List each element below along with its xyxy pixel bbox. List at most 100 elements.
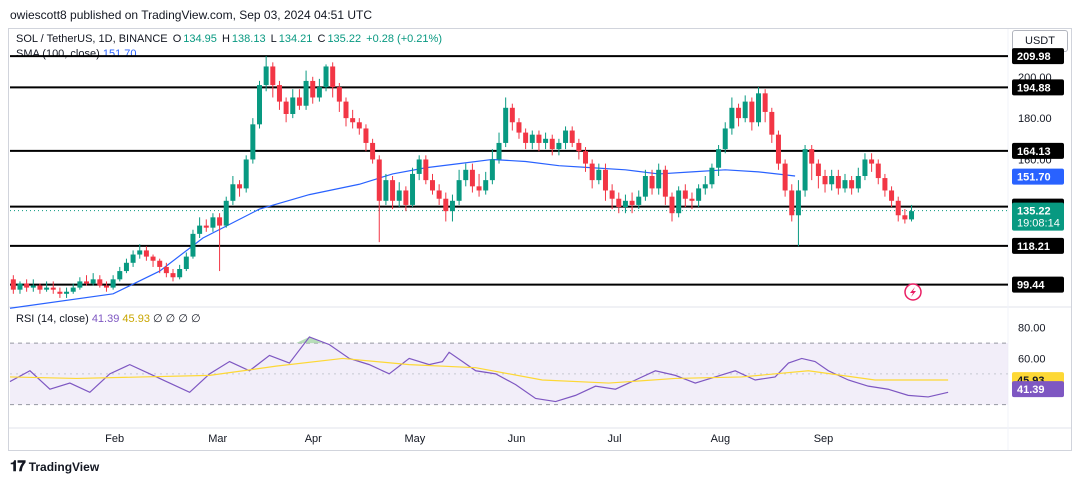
candle-body-50	[343, 101, 349, 119]
candle-body-61	[416, 159, 422, 174]
candle-body-96	[649, 176, 655, 189]
candle-body-27	[190, 233, 196, 257]
candle-body-34	[237, 184, 243, 189]
tradingview-logo-icon: 𝟏𝟕	[10, 458, 26, 475]
rsi-extra-1: ∅	[153, 313, 163, 325]
rsi-ma-value: 45.93	[122, 313, 150, 325]
level-tag-label-5: 99.44	[1017, 280, 1045, 292]
candle-body-110	[742, 101, 748, 119]
rsi-tick-label-1: 60.00	[1018, 353, 1046, 365]
candle-body-90	[609, 190, 615, 199]
candle-body-79	[536, 134, 542, 143]
candle-body-135	[909, 211, 915, 220]
candle-body-85	[576, 142, 582, 152]
candle-body-19	[137, 250, 143, 255]
candle-body-98	[662, 169, 668, 197]
candle-body-46	[316, 87, 322, 98]
candle-body-89	[602, 169, 608, 191]
candle-body-128	[862, 159, 868, 176]
candle-body-53	[363, 128, 369, 143]
candle-body-95	[642, 176, 648, 197]
candle-body-63	[429, 180, 435, 191]
month-label-0: Feb	[105, 433, 124, 445]
open-label: O	[172, 33, 182, 45]
low-label: L	[270, 33, 277, 45]
symbol-name[interactable]: SOL / TetherUS, 1D, BINANCE	[16, 33, 168, 45]
candle-body-82	[556, 142, 562, 150]
candle-body-0	[10, 279, 16, 290]
countdown-label: 19:08:14	[1017, 218, 1060, 230]
candle-body-54	[370, 142, 376, 160]
high-label: H	[221, 33, 230, 45]
candle-body-18	[130, 254, 136, 263]
candle-body-67	[456, 180, 462, 201]
candle-body-13	[97, 279, 103, 286]
candle-body-38	[263, 66, 269, 86]
candle-body-75	[509, 107, 515, 123]
candle-body-60	[410, 173, 416, 205]
candle-body-133	[895, 200, 901, 216]
candle-body-103	[696, 188, 702, 201]
close-value: 135.22	[327, 33, 362, 45]
level-tag-bg-1	[1012, 79, 1064, 96]
candle-body-64	[436, 190, 442, 199]
candle-body-33	[230, 184, 236, 201]
month-label-1: Mar	[208, 433, 227, 445]
candle-body-93	[629, 200, 635, 205]
candle-body-30	[210, 217, 216, 228]
candle-body-107	[722, 128, 728, 150]
candle-body-24	[170, 273, 176, 278]
candle-body-80	[543, 138, 549, 143]
candle-body-69	[469, 169, 475, 187]
candle-body-122	[822, 176, 828, 185]
brand-name: TradingView	[28, 459, 100, 474]
high-value: 138.13	[231, 33, 266, 45]
candle-body-29	[203, 225, 209, 228]
candle-body-86	[583, 151, 589, 164]
candle-body-132	[889, 190, 895, 201]
candle-body-59	[403, 190, 409, 205]
candle-body-111	[749, 101, 755, 123]
candle-body-55	[376, 159, 382, 201]
month-label-7: Sep	[814, 433, 834, 445]
sma-line	[9, 158, 796, 309]
candle-body-113	[762, 93, 768, 112]
level-tag-bg-5	[1012, 276, 1064, 293]
chart-frame	[8, 28, 1072, 451]
candle-body-112	[756, 93, 761, 123]
tradingview-footer[interactable]: 𝟏𝟕 TradingView	[10, 458, 99, 475]
rsi-legend[interactable]: RSI (14, close) 41.39 45.93 ∅ ∅ ∅ ∅	[16, 312, 201, 325]
price-tick-label-1: 180.00	[1018, 113, 1052, 125]
candle-body-77	[523, 132, 529, 143]
candle-body-106	[716, 149, 722, 168]
candle-body-52	[356, 122, 362, 129]
candle-body-101	[682, 190, 688, 199]
candle-body-16	[117, 271, 123, 280]
candle-body-43	[296, 97, 302, 106]
candle-body-44	[303, 80, 309, 106]
rsi-label-text: RSI (14, close)	[16, 313, 89, 325]
level-tag-label-4: 118.21	[1017, 241, 1050, 253]
candle-body-70	[476, 186, 482, 191]
candle-body-6	[50, 287, 56, 290]
candle-body-36	[250, 124, 256, 160]
candle-body-87	[589, 163, 595, 181]
candle-body-23	[163, 266, 169, 274]
candle-body-116	[782, 163, 788, 191]
candle-body-45	[310, 80, 316, 98]
candle-body-88	[596, 169, 602, 181]
candle-body-114	[769, 111, 775, 135]
rsi-tag-bg	[1012, 381, 1064, 398]
candle-body-5	[44, 287, 50, 290]
candle-body-71	[483, 180, 489, 191]
candle-body-81	[549, 138, 555, 150]
candle-body-2	[24, 283, 30, 288]
rsi-tag-label: 41.39	[1017, 384, 1045, 396]
candle-body-115	[775, 134, 781, 164]
candle-body-125	[842, 180, 848, 189]
candle-body-100	[676, 190, 682, 214]
candle-body-37	[257, 85, 262, 125]
candle-body-130	[875, 163, 881, 179]
month-label-2: Apr	[305, 433, 322, 445]
